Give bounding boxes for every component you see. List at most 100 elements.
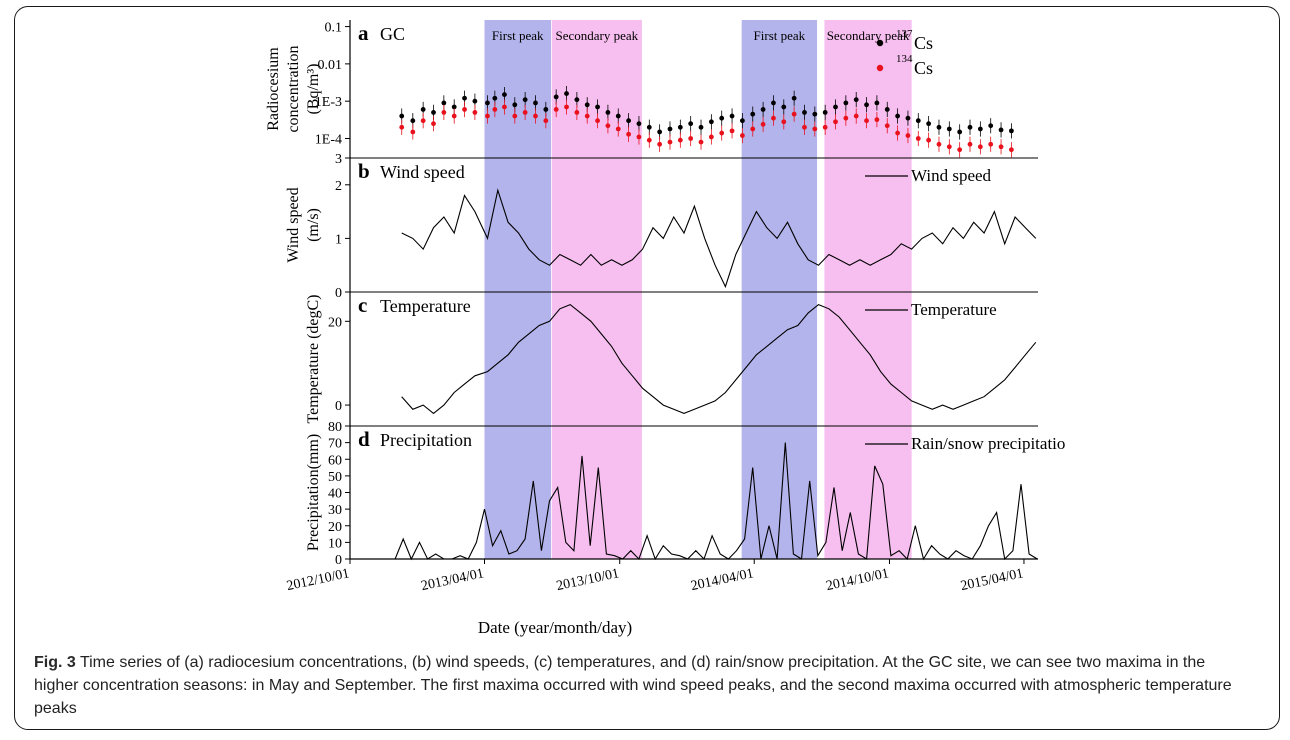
figure-number: Fig. 3 [34, 654, 76, 671]
point-134Cs-31 [719, 130, 725, 136]
x-tick-label-5: 2015/04/01 [959, 566, 1025, 594]
point-134Cs-22 [626, 131, 631, 137]
season-bands [484, 20, 912, 559]
point-134Cs-8 [485, 113, 490, 119]
point-134Cs-45 [864, 118, 869, 124]
point-137Cs-34 [750, 111, 756, 117]
point-137Cs-6 [462, 95, 467, 101]
y-tick-label-d-1: 10 [328, 536, 342, 551]
point-137Cs-24 [646, 124, 652, 130]
y-label-b-0: Wind speed [285, 187, 302, 262]
point-137Cs-19 [595, 104, 600, 110]
series-134Cs [399, 99, 1014, 158]
point-137Cs-52 [936, 124, 942, 130]
point-134Cs-3 [431, 121, 436, 127]
point-137Cs-16 [564, 91, 569, 96]
y-label-a-0: Radiocesium [265, 47, 282, 131]
legend-mass-134: 134 [896, 53, 913, 65]
point-137Cs-7 [472, 98, 478, 104]
point-134Cs-36 [771, 115, 776, 121]
legend-label-b: Wind speed [911, 166, 992, 185]
x-tick-label-2: 2013/10/01 [555, 566, 621, 594]
point-137Cs-18 [584, 102, 590, 108]
y-tick-label-d-4: 40 [328, 487, 342, 502]
legend-label-d: Rain/snow precipitatio [911, 434, 1065, 453]
point-137Cs-25 [657, 129, 663, 135]
x-axis-label: Date (year/month/day) [478, 618, 632, 637]
point-134Cs-21 [615, 126, 621, 132]
point-137Cs-37 [781, 104, 787, 110]
point-137Cs-54 [957, 129, 963, 135]
panel-title-c: Temperature [380, 296, 471, 316]
point-137Cs-36 [771, 100, 776, 106]
point-134Cs-41 [822, 124, 828, 130]
point-137Cs-29 [698, 124, 704, 130]
y-label-a-2: (Bq/m³) [305, 63, 322, 114]
point-134Cs-32 [729, 128, 735, 134]
point-134Cs-2 [420, 118, 426, 124]
y-tick-label-b-0: 0 [335, 286, 342, 301]
band-label-3: Secondary peak [827, 28, 910, 43]
point-134Cs-55 [967, 141, 973, 147]
point-137Cs-41 [822, 110, 828, 115]
x-tick-label-3: 2014/04/01 [690, 566, 756, 594]
y-tick-label-a-0: 0.1 [325, 21, 343, 36]
y-tick-label-c-1: 20 [328, 315, 342, 330]
point-137Cs-56 [977, 126, 983, 132]
point-137Cs-11 [512, 102, 518, 108]
point-134Cs-39 [802, 124, 807, 130]
point-137Cs-2 [420, 107, 426, 112]
point-137Cs-23 [636, 121, 642, 127]
series-line-d [394, 442, 1038, 561]
point-137Cs-4 [441, 100, 447, 106]
point-134Cs-35 [760, 121, 766, 127]
panel-letter-b: b [358, 159, 370, 183]
point-134Cs-9 [492, 107, 498, 112]
point-134Cs-54 [957, 147, 963, 153]
point-134Cs-50 [915, 136, 921, 141]
point-137Cs-15 [553, 94, 559, 100]
y-tick-label-d-6: 60 [328, 453, 342, 468]
point-137Cs-0 [399, 113, 405, 119]
point-137Cs-27 [677, 124, 683, 130]
point-134Cs-23 [636, 134, 642, 140]
point-137Cs-39 [802, 110, 807, 115]
x-tick-label-1: 2013/04/01 [420, 566, 486, 594]
y-tick-label-d-0: 0 [335, 553, 342, 568]
point-137Cs-14 [543, 107, 549, 112]
point-137Cs-17 [574, 97, 580, 103]
y-tick-label-c-0: 0 [335, 399, 342, 414]
point-137Cs-9 [492, 95, 498, 101]
point-137Cs-31 [719, 115, 725, 121]
y-tick-label-d-8: 80 [328, 420, 342, 435]
point-137Cs-1 [410, 118, 416, 124]
point-134Cs-48 [895, 130, 900, 136]
point-134Cs-51 [926, 137, 932, 143]
point-137Cs-55 [967, 124, 973, 130]
point-134Cs-46 [874, 117, 880, 123]
point-134Cs-44 [853, 113, 859, 119]
point-137Cs-26 [667, 126, 673, 132]
point-137Cs-59 [1008, 128, 1014, 134]
point-137Cs-10 [502, 92, 507, 98]
point-134Cs-6 [462, 107, 467, 112]
point-134Cs-5 [451, 113, 457, 119]
point-134Cs-25 [657, 141, 663, 147]
point-137Cs-46 [874, 100, 880, 106]
y-tick-label-d-5: 50 [328, 470, 342, 485]
point-134Cs-40 [812, 126, 818, 132]
point-137Cs-35 [760, 107, 766, 112]
point-134Cs-18 [584, 113, 590, 119]
point-137Cs-42 [833, 104, 838, 110]
point-134Cs-58 [998, 144, 1004, 150]
point-137Cs-38 [791, 95, 797, 101]
y-label-c-0: Temperature (degC) [305, 294, 322, 423]
point-134Cs-13 [533, 113, 538, 119]
point-137Cs-53 [946, 126, 952, 132]
y-tick-label-b-1: 1 [335, 232, 342, 247]
point-134Cs-52 [936, 141, 942, 147]
point-137Cs-49 [905, 115, 911, 121]
point-134Cs-24 [646, 137, 652, 143]
